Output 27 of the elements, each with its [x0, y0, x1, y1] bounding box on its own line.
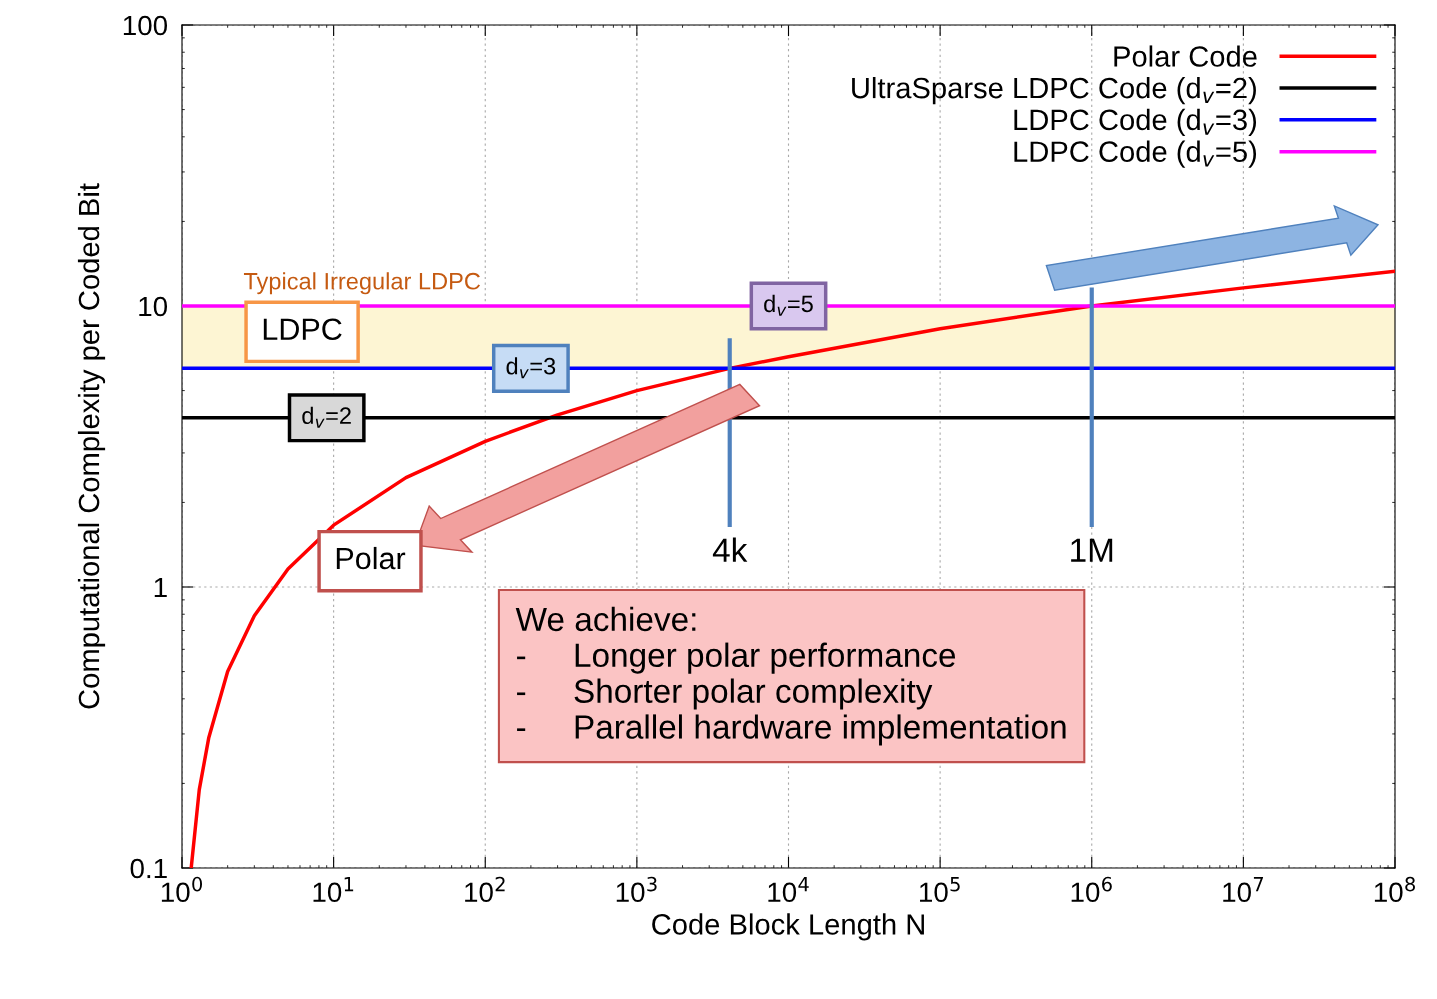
annotation: We achieve: - Longer polar performance - Shorter polar complexity - Parallel hardware implementation — [515, 606, 1066, 746]
legend-label: Polar Code — [1114, 45, 1257, 67]
x-tick-label: 10$^{3}$ — [616, 876, 657, 903]
y-tick-label: 10 — [139, 296, 168, 317]
y-axis-title: Computational Complexity per Coded Bit — [77, 183, 106, 709]
x-tick-label: 10$^{2}$ — [465, 876, 505, 903]
annotation: d$_{v}$=2 — [302, 406, 351, 428]
ref-line-label: 1M — [1071, 538, 1113, 562]
annotation: d$_{v}$=5 — [764, 294, 813, 316]
legend-label: LDPC Code (d$_{v}$=3) — [1014, 108, 1257, 136]
y-tick-label: 1 — [154, 577, 167, 598]
x-tick-label: 10$^{4}$ — [768, 877, 809, 903]
y-tick-label: 100 — [123, 15, 168, 36]
x-tick-label: 10$^{1}$ — [313, 877, 354, 903]
band-label: Typical Irregular LDPC — [243, 272, 481, 295]
x-tick-label: 10$^{7}$ — [1223, 877, 1264, 903]
annotation: d$_{v}$=3 — [506, 357, 556, 379]
annotation: Polar — [336, 546, 406, 570]
x-axis-title: Code Block Length N — [652, 913, 924, 941]
legend-label: LDPC Code (d$_{v}$=5) — [1014, 140, 1257, 168]
x-tick-label: 10$^{6}$ — [1071, 876, 1112, 903]
y-tick-label: 0.1 — [130, 858, 167, 879]
x-tick-label: 10$^{8}$ — [1374, 876, 1415, 903]
x-tick-label: 10$^{5}$ — [920, 877, 960, 903]
ref-line-label: 4k — [712, 537, 748, 562]
annotation: LDPC — [263, 318, 342, 341]
legend-label: UltraSparse LDPC Code (d$_{v}$=2) — [852, 76, 1256, 105]
